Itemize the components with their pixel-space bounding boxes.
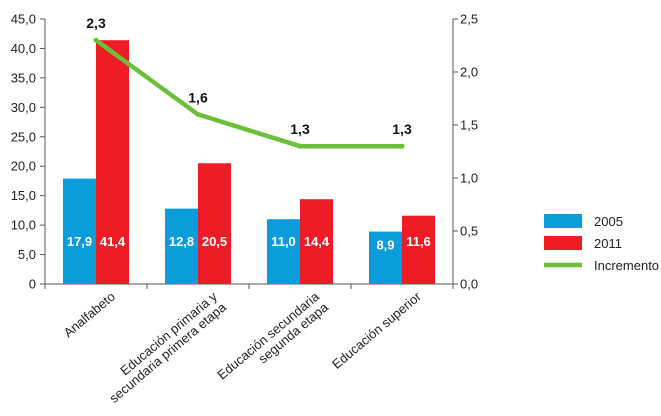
category-label: Analfabeto [61, 289, 118, 340]
bar-2005-0 [63, 178, 96, 284]
right-axis-tick-label: 0,0 [460, 277, 478, 292]
bar-value-label: 41,4 [100, 234, 126, 249]
legend-swatch-2011 [544, 236, 582, 250]
increment-line [94, 38, 402, 149]
legend-swatch-2005 [544, 214, 582, 228]
bar-value-label: 14,4 [304, 234, 330, 249]
right-axis-tick-label: 1,0 [460, 171, 478, 186]
increment-value-label: 1,3 [392, 121, 412, 137]
category-label-line: secundaria primera etapa [106, 299, 229, 406]
increment-value-label: 1,3 [290, 121, 310, 137]
category-label: Educación secundariasegunda etapa [214, 288, 331, 393]
right-axis-tick-label: 1,5 [460, 118, 478, 133]
category-label-line: Educación superior [329, 288, 424, 371]
left-axis-tick-label: 5,0 [18, 247, 36, 262]
bar-value-label: 17,9 [67, 234, 92, 249]
increment-value-label: 1,6 [188, 89, 208, 105]
increment-point [195, 111, 201, 117]
increment-point [399, 143, 405, 149]
bar-2011-1 [198, 163, 231, 284]
bar-value-label: 11,6 [406, 234, 431, 249]
bar-2011-0 [96, 40, 129, 285]
legend-label: Incremento [594, 258, 659, 273]
bar-value-label: 20,5 [202, 234, 227, 249]
right-axis-tick-label: 2,0 [460, 65, 478, 80]
left-axis-tick-label: 30,0 [11, 100, 36, 115]
bar-2005-1 [165, 208, 198, 284]
right-axis-tick-label: 2,5 [460, 12, 478, 27]
legend-label: 2005 [594, 214, 623, 229]
legend-label: 2011 [594, 236, 622, 251]
category-label-line: Educación secundaria [214, 288, 322, 382]
category-label-line: Educación primaria y [117, 288, 220, 378]
bar-value-label: 11,0 [271, 234, 296, 249]
bar-value-label: 12,8 [169, 234, 194, 249]
left-axis-tick-label: 35,0 [11, 70, 36, 85]
bar-2011-3 [402, 215, 435, 284]
left-axis-tick-label: 0 [29, 277, 36, 292]
left-axis-tick-label: 25,0 [11, 129, 36, 144]
right-axis-tick-label: 0,5 [460, 224, 478, 239]
bar-2005-3 [369, 231, 402, 284]
increment-value-label: 2,3 [86, 15, 106, 31]
category-label-line: Analfabeto [61, 289, 118, 340]
bar-value-label: 8,9 [376, 238, 394, 253]
left-axis-tick-label: 45,0 [11, 12, 36, 27]
left-axis-tick-label: 10,0 [11, 218, 36, 233]
increment-point [93, 37, 99, 43]
left-axis-tick-label: 15,0 [11, 188, 36, 203]
increment-point [297, 143, 303, 149]
category-label: Educación primaria ysecundaria primera e… [97, 288, 229, 405]
bar-2011-2 [300, 199, 333, 284]
left-axis-tick-label: 20,0 [11, 159, 36, 174]
bar-2005-2 [267, 219, 300, 284]
left-axis-tick-label: 40,0 [11, 41, 36, 56]
category-label: Educación superior [329, 288, 424, 371]
